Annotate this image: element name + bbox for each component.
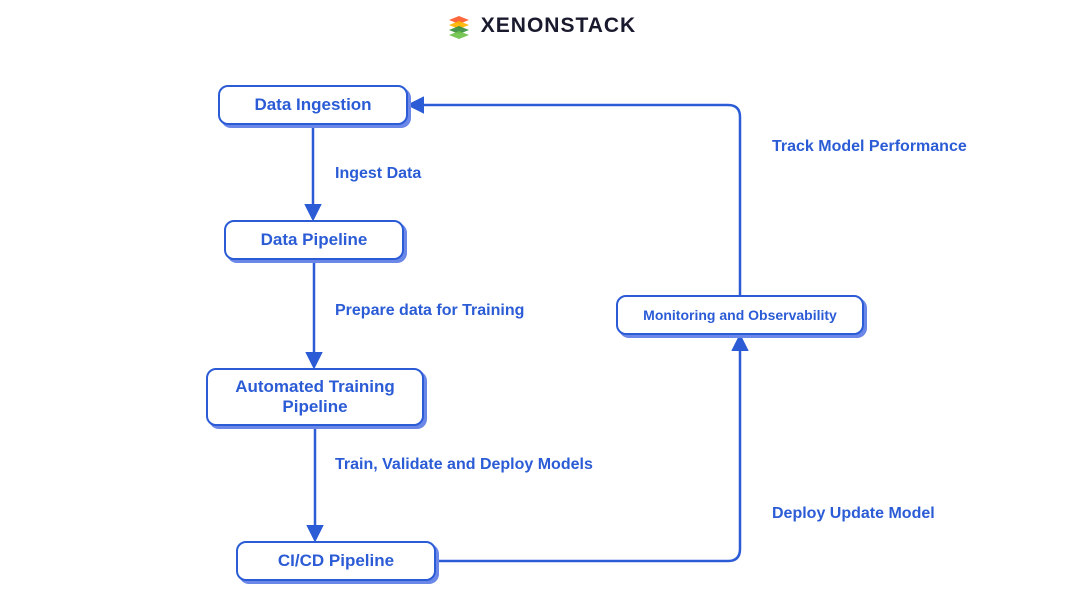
diagram-canvas: Data Ingestion Data Pipeline Automated Tra… [0,50,1081,608]
edge-label-e2: Prepare data for Training [335,302,524,320]
brand-name: XENONSTACK [481,14,636,38]
edge-label-e1: Ingest Data [335,165,421,183]
edge-label-e3: Train, Validate and Deploy Models [335,456,593,474]
node-monitoring: Monitoring and Observability [616,295,864,335]
node-pipeline: Data Pipeline [224,220,404,260]
node-training: Automated TrainingPipeline [206,368,424,426]
edge-label-e4: Deploy Update Model [772,505,935,523]
node-ingestion: Data Ingestion [218,85,408,125]
edges-svg [0,50,1081,608]
header: XENONSTACK [0,0,1081,40]
stack-logo-icon [445,12,473,40]
node-cicd: CI/CD Pipeline [236,541,436,581]
edge-label-e5: Track Model Performance [772,138,967,156]
